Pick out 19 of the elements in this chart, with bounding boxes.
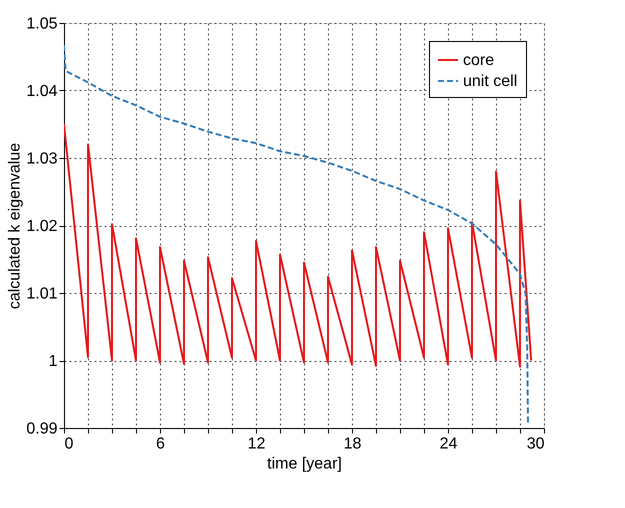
- legend-label: core: [463, 52, 494, 69]
- legend-label: unit cell: [463, 73, 518, 90]
- y-tick-label: 1: [48, 353, 58, 370]
- x-tick-label: 6: [156, 436, 166, 452]
- y-tick-label: 0.99: [26, 420, 58, 438]
- y-tick-label: 1.02: [26, 218, 58, 235]
- x-tick-label: 24: [440, 436, 458, 452]
- y-tick-label: 1.05: [26, 16, 58, 32]
- y-axis-title: calculated k eigenvalue: [6, 142, 24, 310]
- x-tick-label: 18: [344, 436, 362, 452]
- line-series: [64, 44, 529, 424]
- x-tick-label: 0: [64, 436, 74, 452]
- x-axis-title: time [year]: [267, 456, 342, 472]
- x-tick-label: 12: [248, 436, 266, 452]
- x-tick-label: 30: [526, 436, 545, 452]
- line-series: [64, 123, 532, 368]
- y-tick-label: 1.03: [26, 150, 58, 168]
- y-tick-label: 1.04: [26, 83, 58, 100]
- y-tick-label: 1.01: [26, 286, 58, 302]
